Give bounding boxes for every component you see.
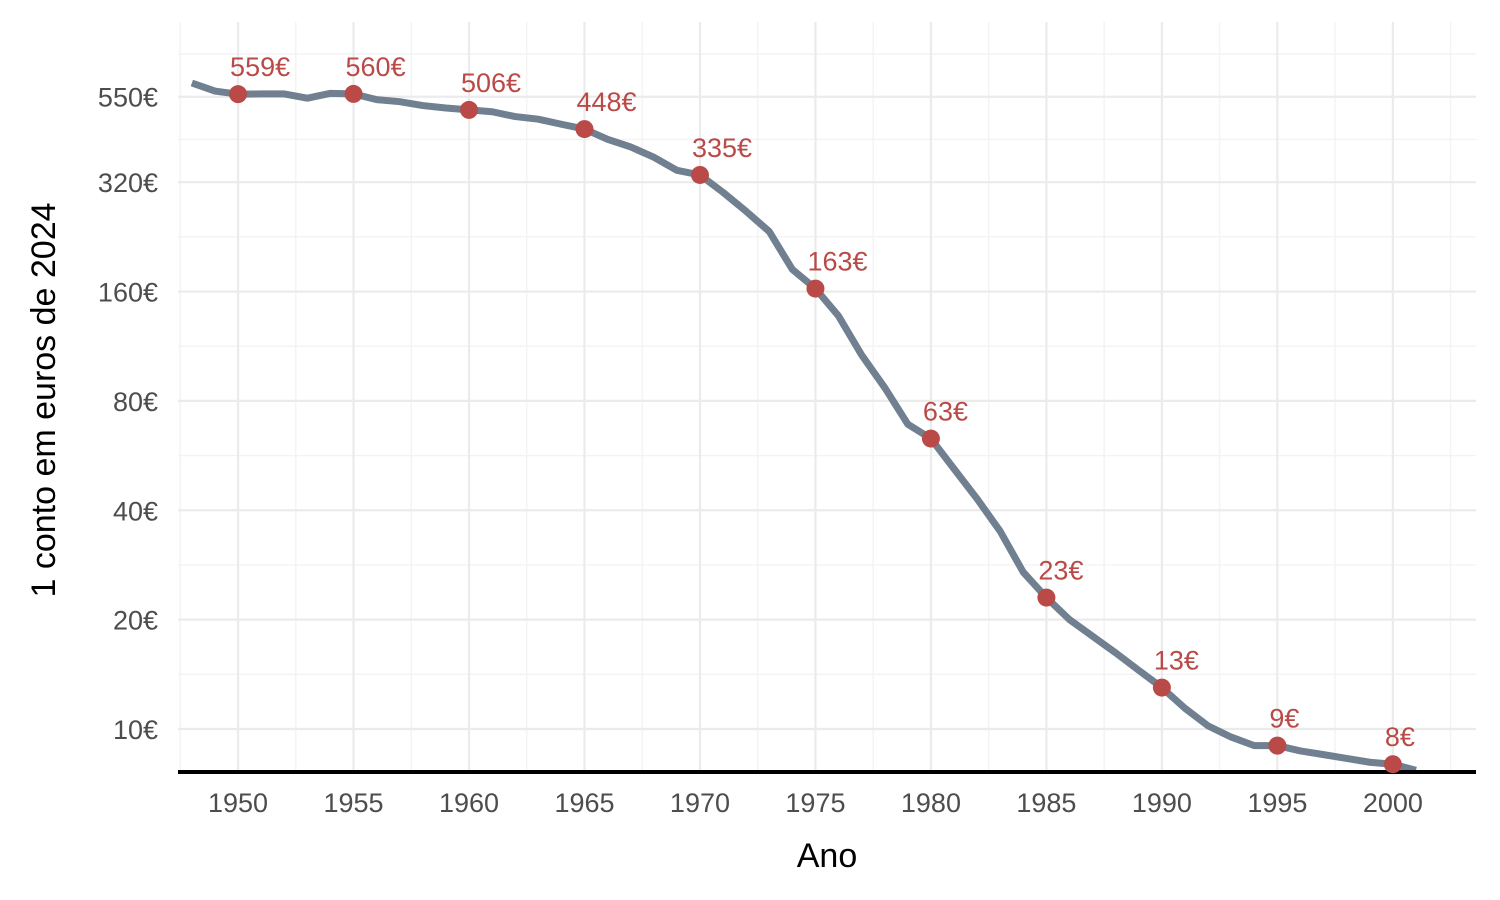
data-point-label: 23€ (1038, 556, 1083, 586)
data-point-label: 13€ (1154, 646, 1199, 676)
x-tick-label: 1950 (208, 788, 268, 818)
x-tick-label: 1995 (1247, 788, 1307, 818)
data-point-label: 9€ (1269, 704, 1299, 734)
data-point (344, 84, 363, 103)
y-tick-label: 80€ (113, 387, 158, 417)
y-tick-labels: 10€ 20€ 40€ 80€ 160€ 320€ 550€ (98, 83, 158, 745)
data-point (229, 85, 248, 104)
data-point-label: 559€ (230, 52, 290, 82)
x-tick-labels: 1950 1955 1960 1965 1970 1975 1980 1985 1990 1995… (208, 788, 1423, 818)
series-line (190, 79, 1417, 774)
data-point (1268, 736, 1287, 755)
data-point (921, 429, 940, 448)
x-tick-label: 1965 (554, 788, 614, 818)
data-point-label: 506€ (461, 68, 521, 98)
y-tick-label: 40€ (113, 496, 158, 526)
series-layer (190, 79, 1417, 774)
x-tick-label: 1990 (1132, 788, 1192, 818)
data-point-label: 448€ (576, 87, 636, 117)
points-layer: 559€ 560€ 506€ 448€ 335€ 163€ 63€ 23€ 13€ 9€ 8€ (229, 52, 1415, 774)
data-point-label: 63€ (923, 397, 968, 427)
y-tick-label: 160€ (98, 278, 158, 308)
minor-gridlines (178, 22, 1476, 772)
x-tick-label: 1960 (439, 788, 499, 818)
x-tick-label: 1975 (785, 788, 845, 818)
y-tick-label: 320€ (98, 168, 158, 198)
data-point (1152, 678, 1171, 697)
data-point-label: 335€ (692, 133, 752, 163)
x-tick-label: 1970 (670, 788, 730, 818)
y-tick-label: 550€ (98, 83, 158, 113)
y-axis-title: 1 conto em euros de 2024 (25, 202, 63, 597)
data-point-label: 560€ (346, 52, 406, 82)
data-point-label: 163€ (807, 247, 867, 277)
x-tick-label: 2000 (1363, 788, 1423, 818)
y-tick-label: 20€ (113, 606, 158, 636)
data-point (690, 165, 709, 184)
data-point (575, 120, 594, 139)
data-point-label: 8€ (1385, 722, 1415, 752)
major-gridlines (178, 22, 1476, 772)
x-axis-title: Ano (797, 837, 858, 875)
data-point (806, 279, 825, 298)
data-point (460, 100, 479, 119)
x-tick-label: 1985 (1016, 788, 1076, 818)
x-tick-label: 1980 (901, 788, 961, 818)
x-tick-label: 1955 (323, 788, 383, 818)
y-tick-label: 10€ (113, 715, 158, 745)
data-point (1037, 588, 1056, 607)
data-point (1383, 755, 1402, 774)
